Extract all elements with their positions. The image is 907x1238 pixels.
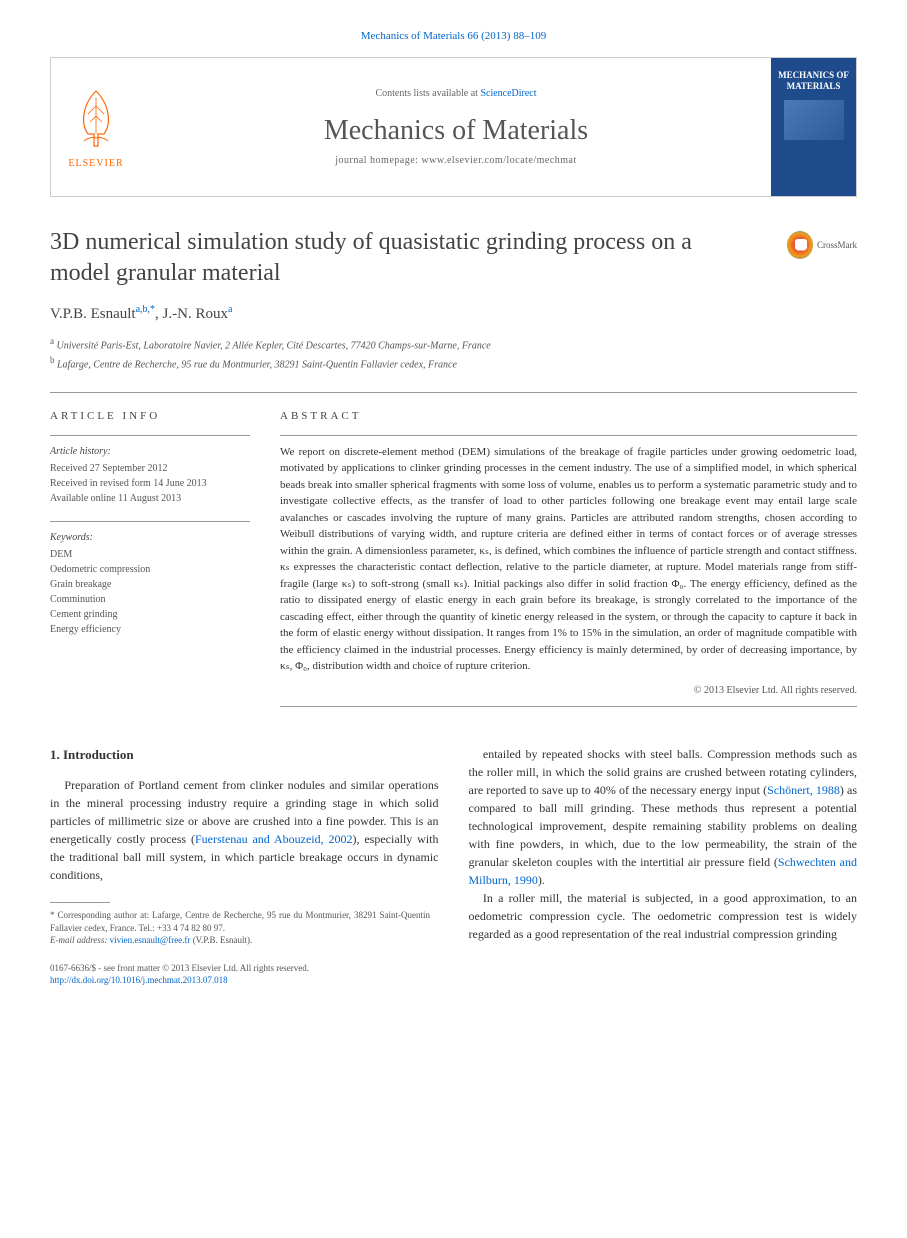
abstract-divider-2 bbox=[280, 706, 857, 707]
cover-title: MECHANICS OF MATERIALS bbox=[775, 70, 852, 92]
footnote-divider bbox=[50, 902, 110, 903]
authors-line: V.P.B. Esnaulta,b,*, J.-N. Rouxa bbox=[50, 304, 857, 323]
abstract: ABSTRACT We report on discrete-element m… bbox=[280, 408, 857, 715]
homepage-url[interactable]: www.elsevier.com/locate/mechmat bbox=[421, 155, 576, 166]
top-citation: Mechanics of Materials 66 (2013) 88–109 bbox=[50, 30, 857, 42]
para-1: Preparation of Portland cement from clin… bbox=[50, 776, 439, 884]
info-heading: ARTICLE INFO bbox=[50, 408, 250, 425]
journal-title: Mechanics of Materials bbox=[324, 115, 588, 147]
abstract-divider bbox=[280, 435, 857, 436]
journal-homepage: journal homepage: www.elsevier.com/locat… bbox=[335, 155, 577, 166]
keyword-3: Comminution bbox=[50, 592, 250, 607]
affiliations: a Université Paris-Est, Laboratoire Navi… bbox=[50, 335, 857, 372]
elsevier-name: ELSEVIER bbox=[68, 158, 123, 169]
keywords-label: Keywords: bbox=[50, 530, 250, 545]
elsevier-tree-icon bbox=[66, 86, 126, 156]
article-info: ARTICLE INFO Article history: Received 2… bbox=[50, 408, 250, 715]
sciencedirect-link[interactable]: ScienceDirect bbox=[480, 88, 536, 99]
keyword-0: DEM bbox=[50, 547, 250, 562]
contents-prefix: Contents lists available at bbox=[375, 88, 480, 99]
email-link[interactable]: vivien.esnault@free.fr bbox=[110, 935, 191, 945]
homepage-prefix: journal homepage: bbox=[335, 155, 421, 166]
cover-image bbox=[784, 100, 844, 140]
para-2: entailed by repeated shocks with steel b… bbox=[469, 745, 858, 889]
abstract-text: We report on discrete-element method (DE… bbox=[280, 444, 857, 675]
keywords-block: Keywords: DEM Oedometric compression Gra… bbox=[50, 530, 250, 637]
author-1: V.P.B. Esnault bbox=[50, 306, 136, 322]
para-3: In a roller mill, the material is subjec… bbox=[469, 889, 858, 943]
keyword-1: Oedometric compression bbox=[50, 562, 250, 577]
info-divider-2 bbox=[50, 521, 250, 522]
issn-line: 0167-6636/$ - see front matter © 2013 El… bbox=[50, 962, 857, 975]
author-2: , J.-N. Roux bbox=[155, 306, 228, 322]
copyright: © 2013 Elsevier Ltd. All rights reserved… bbox=[280, 683, 857, 698]
history-revised: Received in revised form 14 June 2013 bbox=[50, 476, 250, 491]
info-divider bbox=[50, 435, 250, 436]
doi-link[interactable]: http://dx.doi.org/10.1016/j.mechmat.2013… bbox=[50, 975, 228, 985]
crossmark-label: CrossMark bbox=[817, 240, 857, 250]
journal-cover: MECHANICS OF MATERIALS bbox=[771, 58, 856, 196]
crossmark-badge[interactable]: CrossMark bbox=[787, 227, 857, 262]
email-line: E-mail address: vivien.esnault@free.fr (… bbox=[50, 934, 430, 947]
keyword-5: Energy efficiency bbox=[50, 622, 250, 637]
history-label: Article history: bbox=[50, 444, 250, 459]
body-columns: 1. Introduction Preparation of Portland … bbox=[50, 745, 857, 947]
contents-line: Contents lists available at ScienceDirec… bbox=[375, 88, 536, 99]
corresponding-author: * Corresponding author at: Lafarge, Cent… bbox=[50, 909, 430, 934]
journal-header: ELSEVIER Contents lists available at Sci… bbox=[50, 57, 857, 197]
history-block: Article history: Received 27 September 2… bbox=[50, 444, 250, 506]
section-1-heading: 1. Introduction bbox=[50, 745, 439, 765]
footnotes: * Corresponding author at: Lafarge, Cent… bbox=[50, 909, 430, 947]
citation-2[interactable]: Schönert, 1988 bbox=[767, 783, 840, 797]
elsevier-logo: ELSEVIER bbox=[51, 58, 141, 196]
affiliation-b: b Lafarge, Centre de Recherche, 95 rue d… bbox=[50, 354, 857, 372]
info-abstract-row: ARTICLE INFO Article history: Received 2… bbox=[50, 408, 857, 715]
crossmark-icon bbox=[787, 231, 813, 259]
keyword-4: Cement grinding bbox=[50, 607, 250, 622]
author-2-affil: a bbox=[228, 304, 232, 315]
article-title: 3D numerical simulation study of quasist… bbox=[50, 227, 750, 289]
citation-1[interactable]: Fuerstenau and Abouzeid, 2002 bbox=[195, 832, 353, 846]
header-center: Contents lists available at ScienceDirec… bbox=[141, 58, 771, 196]
author-1-affil: a,b,* bbox=[136, 304, 155, 315]
divider bbox=[50, 392, 857, 393]
history-received: Received 27 September 2012 bbox=[50, 461, 250, 476]
history-online: Available online 11 August 2013 bbox=[50, 491, 250, 506]
affiliation-a: a Université Paris-Est, Laboratoire Navi… bbox=[50, 335, 857, 353]
body-section: 1. Introduction Preparation of Portland … bbox=[50, 745, 857, 947]
keyword-2: Grain breakage bbox=[50, 577, 250, 592]
abstract-heading: ABSTRACT bbox=[280, 408, 857, 425]
page-footer: 0167-6636/$ - see front matter © 2013 El… bbox=[50, 962, 857, 987]
